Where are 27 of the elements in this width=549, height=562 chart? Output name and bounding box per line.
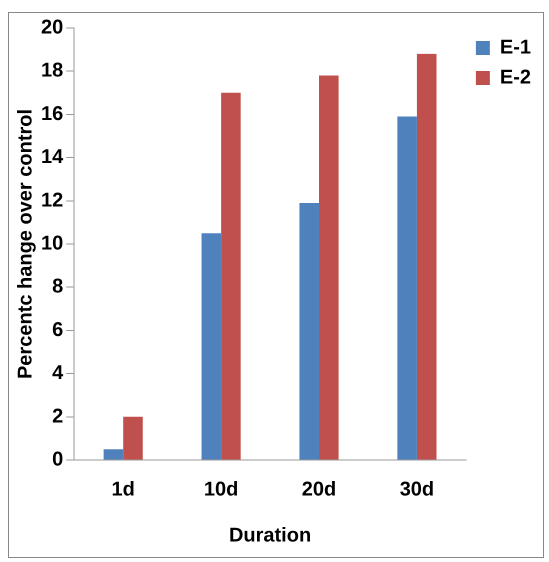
y-tick-label: 6	[52, 318, 64, 341]
x-tick-label: 20d	[302, 478, 336, 501]
legend-label: E-2	[500, 66, 531, 89]
y-tick-label: 16	[40, 102, 64, 125]
bar	[319, 76, 339, 460]
x-tick-label: 30d	[400, 478, 434, 501]
y-tick-label: 2	[52, 405, 64, 428]
bar	[221, 92, 241, 460]
y-tick-label: 10	[40, 232, 64, 255]
bar	[299, 202, 320, 460]
bar	[202, 233, 222, 460]
y-tick-label: 12	[40, 189, 64, 212]
y-tick-label: 0	[52, 448, 64, 471]
x-axis-title: Duration	[228, 524, 312, 547]
y-tick-label: 8	[52, 276, 64, 298]
y-tick-label: 4	[52, 362, 64, 384]
y-tick-label: 20	[40, 16, 64, 39]
bar	[416, 54, 437, 460]
bar	[397, 116, 417, 460]
x-tick-label: 1d	[112, 478, 135, 501]
y-tick-label: 14	[40, 146, 64, 168]
x-tick-label: 10d	[204, 478, 238, 501]
bar	[104, 449, 124, 460]
y-tick-label: 18	[40, 60, 64, 82]
legend-label: E-1	[500, 36, 531, 59]
y-axis-title: Percentc hange over control	[14, 108, 37, 380]
bar	[123, 416, 143, 460]
